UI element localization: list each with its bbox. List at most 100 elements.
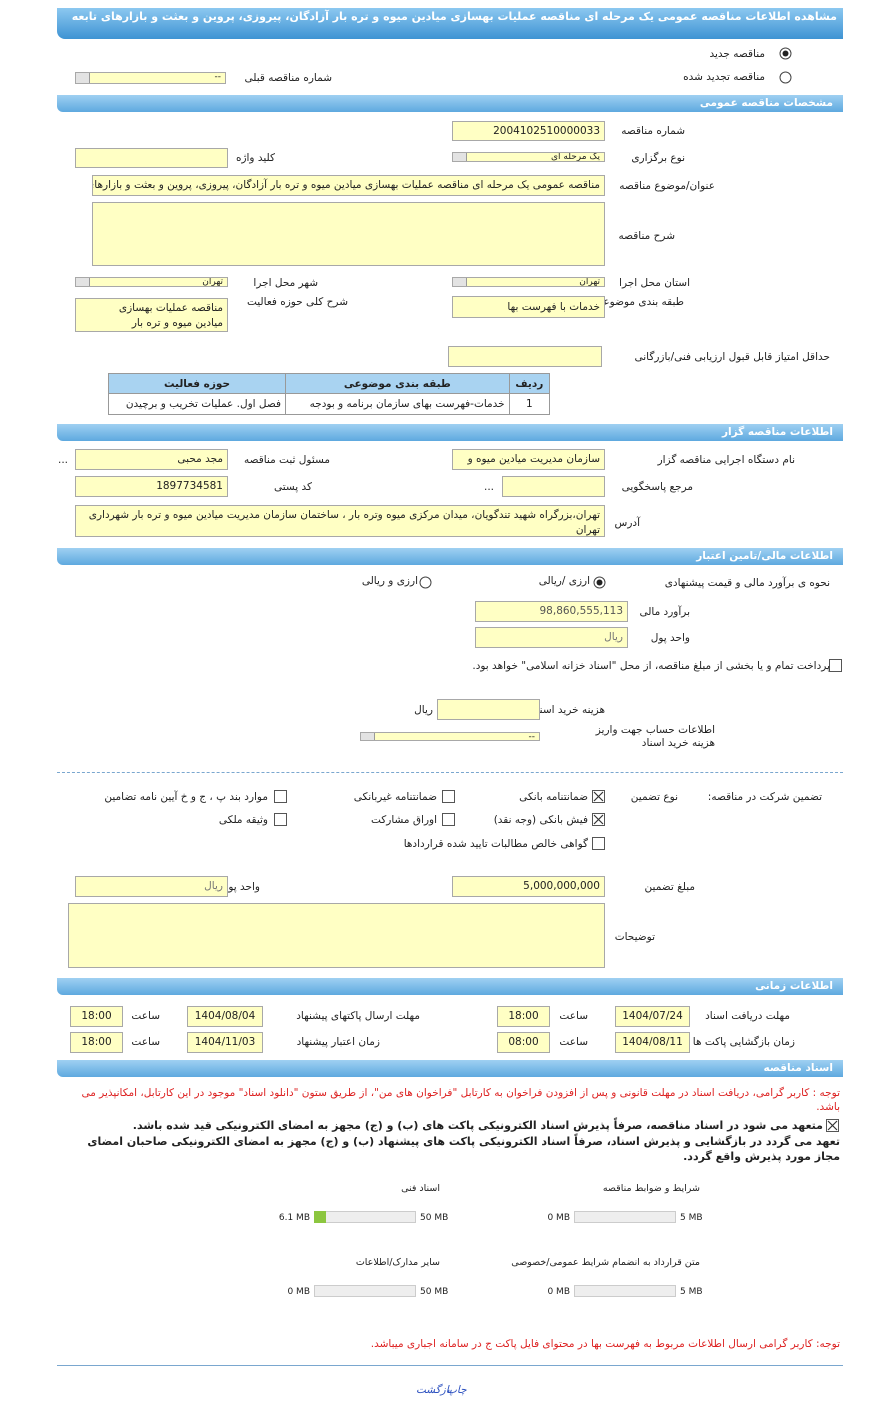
section-header: اطلاعات مناقصه گزار [57,424,843,441]
text-block: توجه: کاربر گرامی ارسال اطلاعات مربوط به… [370,1338,840,1350]
textarea: تهران،بزرگراه شهید تندگویان، میدان مرکزی… [75,505,605,537]
label: مهلت ارسال پاکتهای پیشنهاد [296,1010,420,1022]
select-box: تهران [75,277,228,287]
label: 0 MB [287,1287,310,1297]
checkbox[interactable] [826,1119,840,1133]
input-box: 1404/08/11 [615,1032,690,1053]
label: مناقصه تجدید شده [683,71,765,83]
section-header: اطلاعات زمانی [57,978,843,995]
input-box: 18:00 [70,1006,123,1027]
select-box: یک مرحله ای [452,152,605,162]
label: ساعت [559,1036,588,1048]
checkbox[interactable] [592,837,606,851]
checkbox[interactable] [592,790,606,804]
input-box: 18:00 [70,1032,123,1053]
input-box [75,148,228,168]
radio[interactable] [419,576,433,590]
input-box: 1404/08/04 [187,1006,263,1027]
divider [57,1365,843,1366]
label: ضمانتنامه بانکی [519,791,588,803]
label: شرح کلی حوزه فعالیت [246,296,348,308]
section-header: اطلاعات مالی/تامین اعتبار [57,548,843,565]
input-box: 5,000,000,000 [452,876,605,897]
checkbox[interactable] [442,813,456,827]
label: شرایط و ضوابط مناقصه [602,1183,700,1194]
label: نوع برگزاری [631,152,685,164]
more-link[interactable]: ... [484,481,495,493]
label: گواهی خالص مطالبات تایید شده قراردادها [403,838,588,850]
radio[interactable] [779,71,793,85]
label: 0 MB [547,1213,570,1223]
radio[interactable] [593,576,607,590]
section-header: مشخصات مناقصه عمومی [57,95,843,112]
label: عنوان/موضوع مناقصه [619,180,715,192]
select-button [453,278,467,286]
label: توضیحات [614,931,655,943]
text-block: اطلاعات حساب جهت واریز هزینه خرید اسناد [595,724,715,749]
more-link[interactable]: ... [58,454,69,466]
checkbox[interactable] [274,790,288,804]
checkbox[interactable] [274,813,288,827]
checkbox[interactable] [829,659,843,673]
label: 5 MB [680,1213,703,1223]
label: حداقل امتیاز قابل قبول ارزیابی فنی/بازرگ… [634,351,830,363]
radio[interactable] [779,47,793,61]
label: مرجع پاسخگویی [621,481,693,493]
label: شماره مناقصه [621,125,685,137]
checkbox[interactable] [442,790,456,804]
label: 6.1 MB [278,1213,310,1223]
label: ساعت [131,1036,160,1048]
divider [57,772,843,773]
input-box: 08:00 [497,1032,550,1053]
label: شهر محل اجرا [253,277,318,289]
select-button [453,153,467,161]
label: ضمانتنامه غیربانکی [353,791,437,803]
table-cell: 1 [508,393,551,415]
label: 50 MB [420,1213,449,1223]
input-box: سازمان مدیریت میادین میوه و [452,449,605,470]
checkbox[interactable] [592,813,606,827]
progress-track [314,1211,416,1223]
progress-fill [314,1211,327,1223]
label: استان محل اجرا [619,277,690,289]
input-box: خدمات با فهرست بها [452,296,605,318]
table-cell: خدمات-فهرست بهای سازمان برنامه و بودجه [285,393,510,415]
label: مهلت دریافت اسناد [705,1010,790,1022]
label: اسناد فنی [401,1183,440,1194]
label: زمان اعتبار پیشنهاد [296,1036,380,1048]
page-title: مشاهده اطلاعات مناقصه عمومی یک مرحله ای … [57,8,843,39]
label: مسئول ثبت مناقصه [243,454,330,466]
label: کد پستی [273,481,312,493]
select-box: تهران [452,277,605,287]
label: ارزی و ریالی [361,575,418,587]
label: سایر مدارک/اطلاعات [355,1257,440,1268]
label: نام دستگاه اجرایی مناقصه گزار [657,454,795,466]
label: تضمین شرکت در مناقصه: [707,791,822,803]
label: 5 MB [680,1287,703,1297]
table-header: ردیف [508,373,551,394]
link[interactable]: بازگشت [416,1384,452,1396]
label: وثیقه ملکی [218,814,268,826]
label: شماره مناقصه قبلی [244,72,332,84]
input-box [437,699,540,720]
label: ساعت [131,1010,160,1022]
table-cell: فصل اول. عملیات تخریب و برچیدن [107,393,287,415]
input-box: 1404/11/03 [187,1032,263,1053]
input-box: 18:00 [497,1006,550,1027]
label: آدرس [614,517,640,529]
select-button [76,278,90,286]
label: ریال [414,704,433,716]
select-button [76,73,90,83]
label: هزینه خرید اسناد [531,704,605,716]
label: ساعت [559,1010,588,1022]
label: زمان بازگشایی پاکت ها [692,1036,795,1048]
label: 50 MB [420,1287,449,1297]
select-box: -- [360,732,540,741]
label: واحد پول [220,881,260,893]
progress-track [574,1285,676,1297]
label: اوراق مشارکت [370,814,437,826]
progress-track [574,1211,676,1223]
input-box: 1404/07/24 [615,1006,690,1027]
link[interactable]: چاپ [447,1384,467,1396]
